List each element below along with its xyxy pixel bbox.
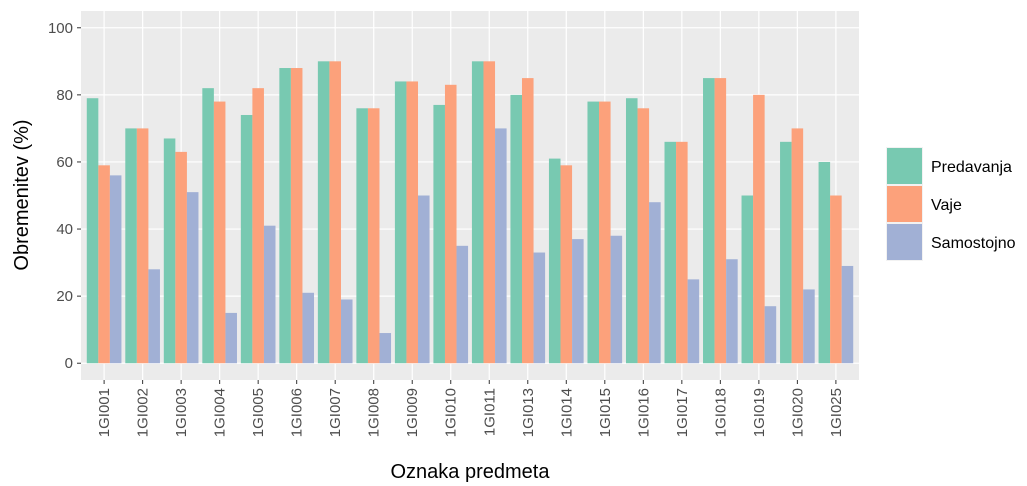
bar bbox=[599, 101, 611, 364]
bar bbox=[818, 161, 831, 364]
x-tick-label: 1GI008 bbox=[366, 388, 383, 437]
x-tick-label: 1GI020 bbox=[789, 388, 806, 437]
y-tick-label: 80 bbox=[56, 87, 73, 104]
legend-key bbox=[887, 224, 922, 260]
bar bbox=[290, 68, 303, 364]
bar bbox=[279, 68, 291, 364]
bar bbox=[703, 78, 715, 364]
bar bbox=[202, 88, 214, 364]
bar bbox=[587, 101, 600, 364]
bar bbox=[637, 108, 650, 364]
bar bbox=[163, 138, 176, 364]
legend-label: Samostojno bbox=[931, 235, 1016, 252]
bar bbox=[418, 195, 430, 364]
bar bbox=[86, 98, 99, 364]
y-tick-label: 100 bbox=[48, 20, 73, 37]
x-tick-label: 1GI018 bbox=[712, 388, 729, 437]
bar bbox=[841, 265, 854, 364]
x-tick-label: 1GI005 bbox=[250, 388, 267, 437]
bar bbox=[714, 78, 727, 364]
legend-key bbox=[887, 148, 922, 184]
y-tick-label: 60 bbox=[56, 154, 73, 171]
x-tick-label: 1GI014 bbox=[558, 388, 575, 437]
bar bbox=[483, 61, 496, 364]
y-tick-label: 0 bbox=[65, 355, 73, 372]
x-tick-label: 1GI002 bbox=[135, 388, 152, 437]
x-tick-label: 1GI010 bbox=[443, 388, 460, 437]
x-tick-label: 1GI004 bbox=[212, 388, 229, 437]
x-tick-label: 1GI009 bbox=[404, 388, 421, 437]
bar bbox=[830, 195, 842, 364]
x-tick-label: 1GI019 bbox=[751, 388, 768, 437]
bar bbox=[394, 81, 407, 364]
bar bbox=[329, 61, 341, 364]
bar bbox=[406, 81, 419, 364]
bar bbox=[610, 235, 623, 364]
x-tick-label: 1GI016 bbox=[635, 388, 652, 437]
bar bbox=[495, 128, 507, 364]
x-tick-label: 1GI007 bbox=[327, 388, 344, 437]
bar bbox=[148, 269, 160, 364]
bar bbox=[186, 192, 199, 364]
bar bbox=[340, 299, 353, 364]
bar bbox=[764, 306, 777, 364]
x-tick-label: 1GI003 bbox=[173, 388, 190, 437]
x-tick-label: 1GI015 bbox=[597, 388, 614, 437]
bar bbox=[356, 108, 368, 364]
bar bbox=[780, 141, 792, 364]
bar bbox=[753, 94, 765, 364]
x-axis-title: Oznaka predmeta bbox=[391, 461, 551, 483]
bar bbox=[317, 61, 330, 364]
bar bbox=[803, 289, 815, 364]
bar bbox=[664, 141, 677, 364]
bar bbox=[560, 165, 573, 364]
x-tick-label: 1GI006 bbox=[289, 388, 306, 437]
bar bbox=[649, 202, 661, 364]
bar bbox=[791, 128, 804, 364]
bar bbox=[302, 292, 315, 364]
y-axis-title: Obremenitev (%) bbox=[11, 119, 33, 270]
bar bbox=[252, 88, 264, 364]
y-tick-label: 40 bbox=[56, 221, 73, 238]
legend-label: Predavanja bbox=[931, 159, 1012, 176]
bar bbox=[225, 312, 237, 364]
x-tick-label: 1GI001 bbox=[96, 388, 113, 437]
bar bbox=[676, 141, 688, 364]
y-tick-label: 20 bbox=[56, 288, 73, 305]
bar bbox=[213, 101, 226, 364]
bar bbox=[263, 225, 276, 364]
bar bbox=[379, 333, 392, 364]
x-tick-label: 1GI011 bbox=[481, 388, 498, 436]
bar bbox=[444, 84, 457, 364]
bar bbox=[625, 98, 638, 364]
bar bbox=[533, 252, 546, 364]
bar bbox=[125, 128, 137, 364]
legend-key bbox=[887, 186, 922, 222]
bar bbox=[136, 128, 149, 364]
bar bbox=[98, 165, 110, 364]
bar bbox=[521, 78, 534, 364]
bar bbox=[471, 61, 484, 364]
x-tick-label: 1GI017 bbox=[674, 388, 691, 437]
x-tick-label: 1GI025 bbox=[828, 388, 845, 437]
x-tick-label: 1GI013 bbox=[520, 388, 537, 437]
bar bbox=[726, 259, 738, 364]
legend-label: Vaje bbox=[931, 197, 962, 214]
bar bbox=[741, 195, 754, 364]
bar bbox=[367, 108, 380, 364]
bar bbox=[175, 151, 187, 364]
bar bbox=[548, 158, 561, 364]
bar bbox=[240, 114, 253, 364]
bar bbox=[109, 175, 122, 364]
bar bbox=[433, 104, 445, 364]
bar bbox=[687, 279, 700, 364]
bar bbox=[456, 245, 469, 364]
bar bbox=[510, 94, 522, 364]
bar bbox=[572, 239, 584, 364]
